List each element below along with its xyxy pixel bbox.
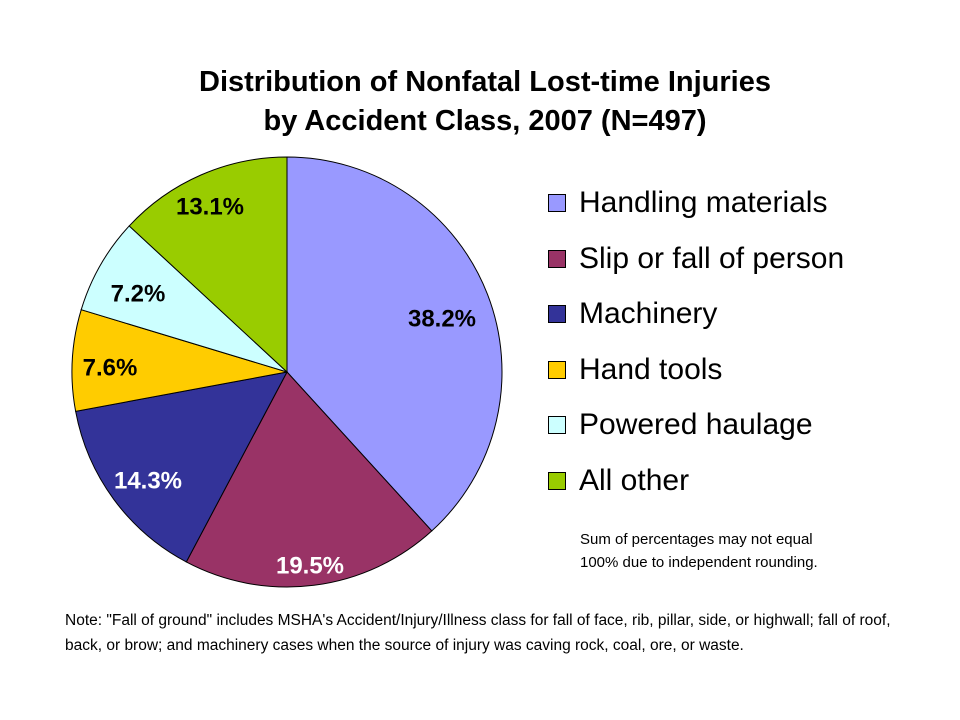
pie-data-label: 7.2% xyxy=(111,280,166,307)
pie-data-label: 14.3% xyxy=(114,467,182,494)
chart-title-line-1: Distribution of Nonfatal Lost-time Injur… xyxy=(199,66,771,98)
legend-label: All other xyxy=(579,464,690,497)
legend-swatch xyxy=(548,416,566,434)
legend-label: Powered haulage xyxy=(579,408,813,441)
pie-slice-hand-tools xyxy=(71,309,288,412)
legend-swatch xyxy=(548,361,566,379)
chart-title-line-2: by Accident Class, 2007 (N=497) xyxy=(263,105,707,137)
pie-data-label: 7.6% xyxy=(83,354,138,381)
legend-swatch xyxy=(548,305,566,323)
pie-slice-slip-or-fall-of-person xyxy=(185,371,433,588)
pie-data-label: 19.5% xyxy=(276,552,344,579)
legend-swatch xyxy=(548,250,566,268)
fall-of-ground-note: Note: "Fall of ground" includes MSHA's A… xyxy=(65,612,891,654)
legend-swatch xyxy=(548,472,566,490)
pie-data-label: 13.1% xyxy=(176,193,244,220)
pie-slice-machinery xyxy=(75,371,288,563)
rounding-footnote: Sum of percentages may not equal 100% du… xyxy=(580,528,818,574)
legend-label: Handling materials xyxy=(579,186,828,219)
legend-label: Machinery xyxy=(579,297,718,330)
pie-slice-handling-materials xyxy=(286,156,503,532)
pie-data-label: 38.2% xyxy=(408,305,476,332)
legend-label: Slip or fall of person xyxy=(579,242,845,275)
footnote-line-1: Sum of percentages may not equal xyxy=(580,531,813,548)
pie-slice-all-other xyxy=(128,156,288,374)
legend-label: Hand tools xyxy=(579,353,723,386)
legend-swatch xyxy=(548,194,566,212)
footnote-line-2: 100% due to independent rounding. xyxy=(580,554,818,571)
